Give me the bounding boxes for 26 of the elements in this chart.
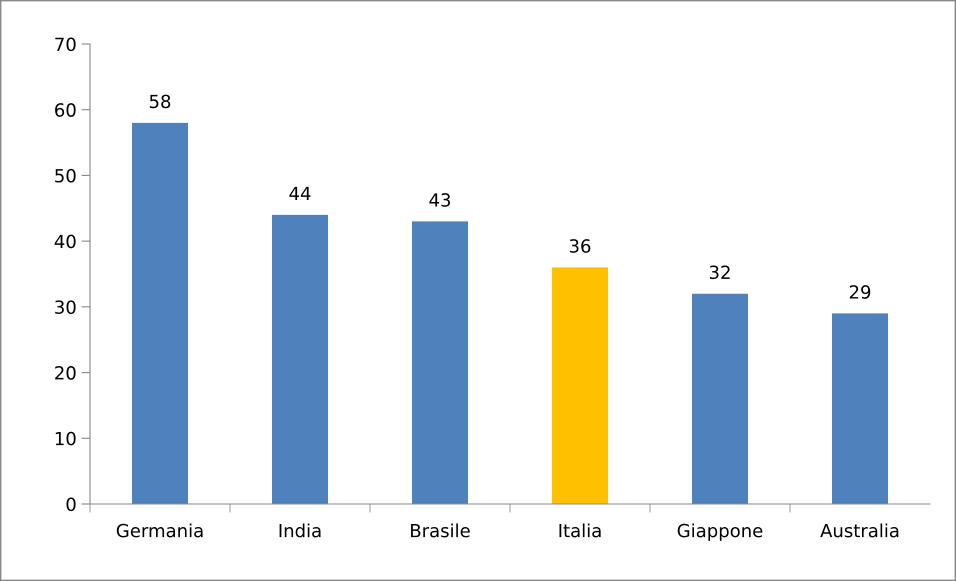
x-tick-label: Italia [559,523,601,538]
y-tick-label: 70 [55,37,76,52]
x-tick-label: Germania [116,523,203,538]
x-tick-label: Australia [820,523,898,538]
data-label: 44 [289,186,310,200]
bar [552,267,608,504]
data-label: 29 [850,285,870,299]
bar [832,313,888,504]
y-tick-label: 30 [55,300,76,314]
y-tick-label: 20 [55,366,76,380]
y-tick-label: 60 [55,103,76,117]
data-label: 43 [429,193,450,207]
x-tick-label: Giappone [678,523,762,541]
x-tick-label: Brasile [411,523,470,538]
bar [272,214,328,504]
x-tick-label: India [280,523,321,538]
data-label: 58 [150,94,170,108]
data-label: 32 [710,265,730,280]
y-tick-label: 0 [66,497,76,512]
data-label: 36 [570,239,590,253]
bar [132,122,188,504]
bar [412,221,468,504]
y-tick-label: 40 [54,234,76,248]
y-tick-label: 50 [55,168,76,183]
bar [692,294,748,504]
y-tick-label: 10 [56,432,76,446]
